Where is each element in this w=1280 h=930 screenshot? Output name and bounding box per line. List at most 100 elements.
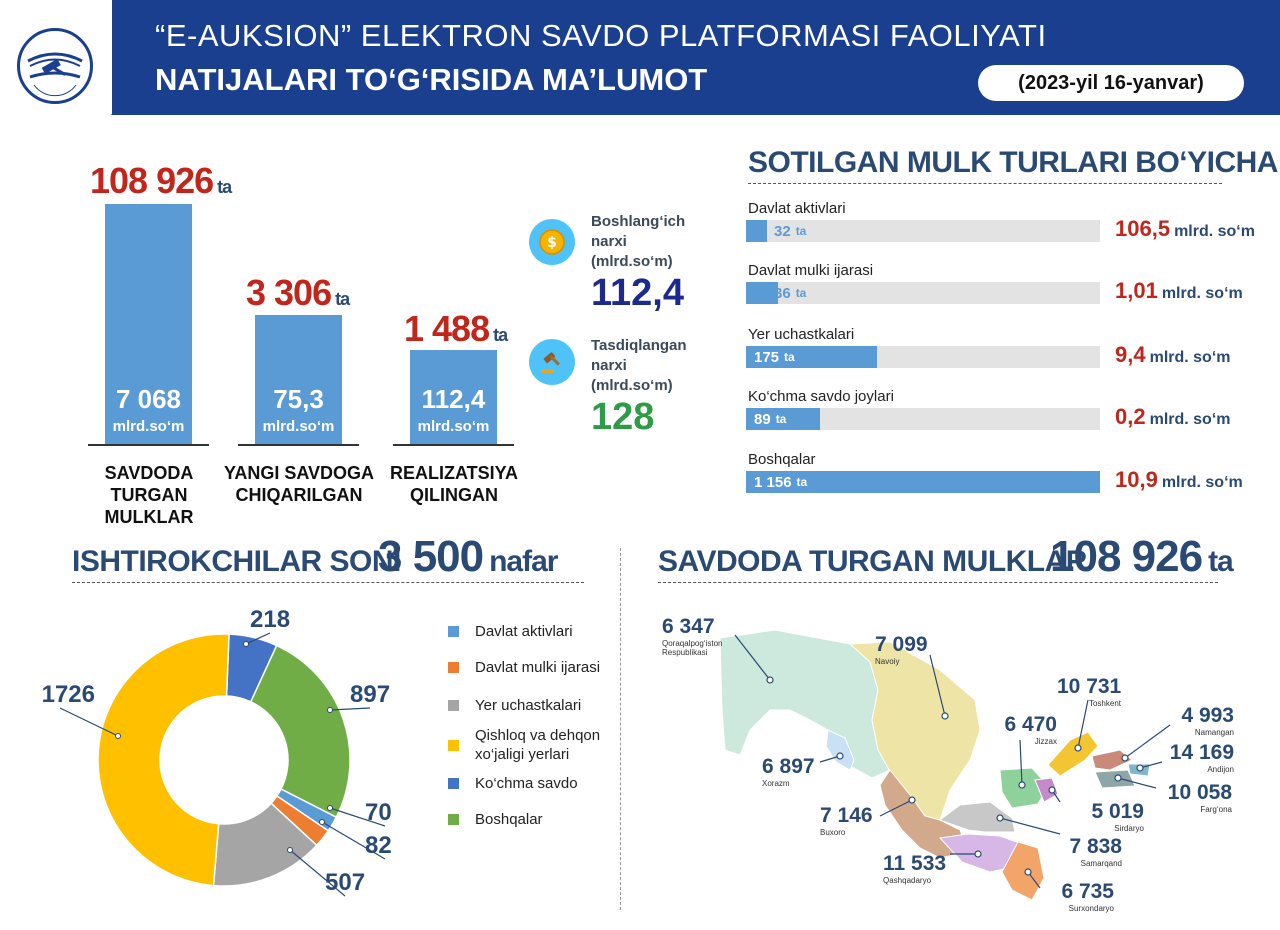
property-type-fill: 32 ta — [746, 220, 806, 242]
uzbekistan-map — [719, 629, 1171, 901]
legend-label-line: Davlat mulki ijarasi — [475, 659, 601, 676]
region-label-andijon: 14 169 Andijon — [1169, 741, 1234, 774]
property-type-amount: 1,01 mlrd. so‘m — [1115, 278, 1243, 304]
initial-price-label: Boshlang‘ich narxi (mlrd.so‘m) — [591, 213, 686, 270]
region-label-namangan: 4 993 Namangan — [1181, 704, 1234, 737]
property-type-amount: 10,9 mlrd. so‘m — [1115, 467, 1243, 493]
legend-label-line: Yer uchastkalari — [475, 697, 582, 714]
donut-leader-line — [329, 707, 371, 711]
donut-leader-line — [321, 821, 386, 860]
legend-swatch — [448, 626, 459, 637]
property-type-amount-value: 106,5 — [1115, 216, 1171, 241]
map-region-namangan — [1091, 749, 1133, 771]
legend-label: Yer uchastkalari — [475, 696, 581, 715]
property-type-fill: 175 ta — [746, 346, 877, 368]
legend-label: Davlat aktivlari — [475, 622, 573, 641]
donut-leader-dot — [327, 707, 333, 713]
legend-label: Ko‘chma savdo — [475, 774, 578, 793]
gavel-icon — [529, 339, 575, 385]
map-region-surxondaryo — [1001, 841, 1045, 901]
bar1-baseline — [88, 444, 209, 446]
legend-swatch — [448, 662, 459, 673]
map-region-sirdaryo — [1034, 777, 1059, 803]
bar1-category: SAVDODA TURGAN MULKLAR — [104, 463, 194, 527]
bar2-count: 3 306 ta — [246, 272, 350, 313]
donut-value-label: 507 — [325, 869, 365, 896]
region-label-buxoro: 7 146 Buxoro — [820, 804, 873, 837]
property-type-amount-unit: mlrd. so‘m — [1149, 411, 1231, 428]
date-badge: (2023-yil 16-yanvar) — [978, 65, 1244, 101]
region-label-qoraqalpogiston: 6 347 Qoraqalpog‘iston Respublikasi — [662, 615, 723, 657]
map-region-buxoro — [879, 769, 969, 859]
bar1-unit: mlrd.so‘m — [112, 418, 185, 435]
property-type-amount-unit: mlrd. so‘m — [1149, 349, 1231, 366]
property-types-divider — [748, 183, 1222, 184]
property-type-track — [746, 220, 1100, 242]
regions-title: SAVDODA TURGAN MULKLAR — [658, 545, 1087, 578]
legend-swatch — [448, 739, 459, 751]
header-title-line1: “E-AUKSION” ELEKTRON SAVDO PLATFORMASI F… — [155, 18, 1047, 53]
legend-label-line: Ko‘chma savdo — [475, 775, 578, 792]
region-label-samarqand: 7 838 Samarqand — [1069, 835, 1122, 868]
property-type-name: Ko‘chma savdo joylari — [748, 388, 894, 405]
legend-swatch — [448, 778, 459, 789]
bar2-category: YANGI SAVDOGA CHIQARILGAN — [223, 463, 375, 505]
participants-divider — [72, 582, 584, 583]
donut-slice — [97, 633, 230, 887]
property-type-ta: ta — [795, 224, 807, 238]
legend-label: Boshqalar — [475, 810, 543, 829]
property-type-count: 175 — [754, 348, 780, 366]
property-type-track — [746, 408, 1100, 430]
donut-leader-line — [245, 632, 271, 645]
donut-leader-dot — [327, 805, 333, 811]
property-type-fill: 36 ta — [746, 282, 806, 304]
participants-title: ISHTIROKCHILAR SONI — [72, 545, 401, 578]
property-type-track — [746, 282, 1100, 304]
donut-value-label: 70 — [365, 799, 392, 826]
bar3-value: 112,4 — [421, 384, 486, 414]
region-label-xorazm: 6 897 Xorazm — [762, 755, 815, 788]
property-type-amount: 9,4 mlrd. so‘m — [1115, 342, 1231, 368]
property-type-ta: ta — [795, 286, 807, 300]
bar3-unit: mlrd.so‘m — [417, 418, 490, 435]
legend-label-line: Boshqalar — [475, 811, 543, 828]
donut-leader-dot — [319, 819, 325, 825]
property-type-amount-unit: mlrd. so‘m — [1174, 223, 1255, 240]
property-type-name: Davlat mulki ijarasi — [748, 262, 874, 279]
property-type-amount: 106,5 mlrd. so‘m — [1115, 216, 1255, 242]
donut-value-label: 1726 — [42, 681, 95, 708]
donut-value-label: 82 — [365, 832, 392, 859]
property-type-count: 1 156 — [754, 473, 792, 491]
property-type-amount-unit: mlrd. so‘m — [1161, 285, 1243, 302]
property-type-name: Davlat aktivlari — [748, 200, 846, 217]
donut-leader-line — [329, 807, 386, 827]
legend-item: Davlat mulki ijarasi — [448, 658, 600, 677]
legend-item: Yer uchastkalari — [448, 696, 581, 715]
bar2 — [255, 315, 342, 445]
property-types-title: SOTILGAN MULK TURLARI BO‘YICHA — [748, 146, 1278, 179]
bar2-value: 75,3 — [273, 384, 324, 414]
header-title-line2: NATIJALARI TO‘G‘RISIDA MA’LUMOT — [155, 62, 708, 97]
property-type-name: Boshqalar — [748, 451, 816, 468]
coin-icon: $ — [529, 219, 575, 265]
region-label-qashqadaryo: 11 533 Qashqadaryo — [883, 852, 947, 885]
donut-slice — [249, 644, 351, 819]
donut-value-label: 897 — [350, 681, 390, 708]
map-region-samarqand — [938, 801, 1016, 833]
donut-leader-dot — [115, 733, 121, 739]
bar2-baseline — [238, 444, 359, 446]
map-region-jizzax — [999, 767, 1049, 809]
map-region-xorazm — [825, 729, 855, 771]
region-label-sirdaryo: 5 019 Sirdaryo — [1091, 800, 1144, 833]
property-type-amount-value: 1,01 — [1115, 278, 1158, 303]
legend-label-line: Davlat aktivlari — [475, 623, 573, 640]
property-type-count: 36 — [774, 284, 791, 302]
bar3-category: REALIZATSIYA QILINGAN — [389, 463, 518, 505]
legend-item: Qishloq va dehqon xo‘jaligi yerlari — [448, 726, 600, 764]
map-region-toshkent — [1047, 731, 1099, 777]
donut-leader-dot — [287, 847, 293, 853]
legend-label-line: xo‘jaligi yerlari — [475, 746, 570, 763]
legend-swatch — [448, 700, 459, 711]
approved-price-label: Tasdiqlangan narxi (mlrd.so‘m) — [591, 337, 687, 394]
bar3-baseline — [393, 444, 514, 446]
